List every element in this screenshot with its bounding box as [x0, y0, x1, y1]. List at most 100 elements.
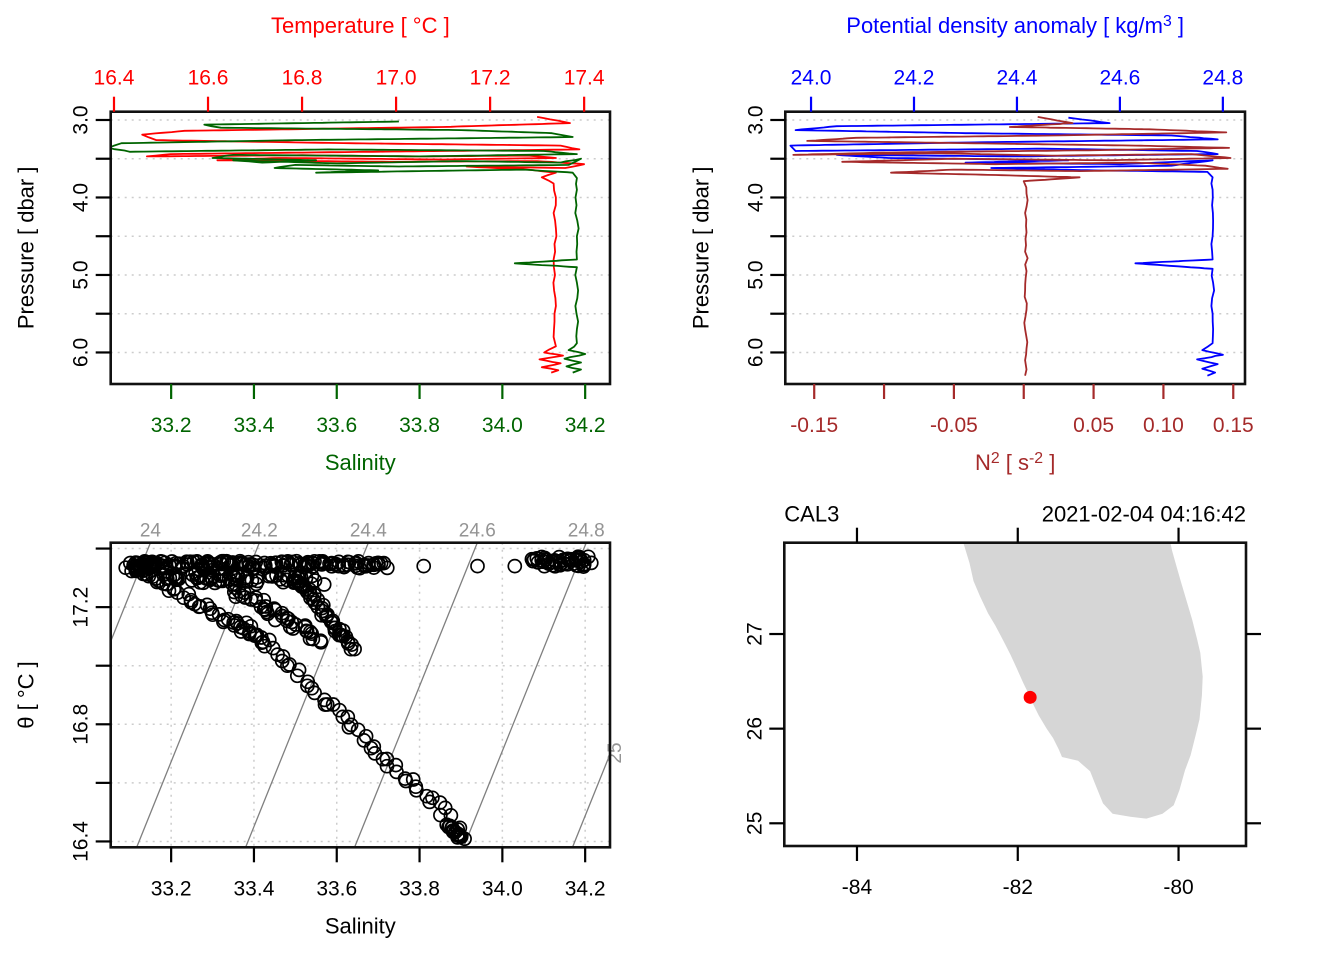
bottom-axis-tick-label: 33.4 — [234, 877, 275, 900]
isopycnal-24.6 — [353, 542, 478, 848]
bottom-axis-tick-label: -0.05 — [930, 414, 978, 437]
bottom-axis-tick-label: 33.8 — [399, 877, 440, 900]
ts-point — [340, 709, 356, 725]
ts-point — [303, 590, 318, 606]
plot-box — [782, 541, 1248, 848]
ts-point — [272, 571, 288, 587]
map-title-station: CAL3 — [784, 502, 839, 527]
ts-point — [228, 589, 244, 605]
left-axis-tick-label: 4.0 — [70, 183, 93, 212]
top-axis-tick-label: 16.6 — [188, 67, 229, 90]
ts-point — [234, 588, 250, 604]
left-axis-tick-label: 6.0 — [70, 338, 93, 367]
ts-point — [375, 751, 391, 767]
bottom-axis-tick-label: 0.05 — [1073, 414, 1114, 437]
ts-point — [215, 573, 230, 589]
plot-box — [109, 541, 612, 849]
bottom-axis-tick-label: 33.8 — [399, 414, 440, 437]
ts-point — [341, 719, 357, 735]
salinity-curve — [110, 120, 587, 374]
bottom-axis-tick-label: -84 — [842, 876, 873, 899]
ts-point — [239, 615, 254, 631]
isopycnal-24.4 — [245, 542, 369, 848]
left-axis-tick-label: 26 — [743, 717, 766, 740]
ts-point — [319, 697, 335, 712]
ts-point — [453, 828, 469, 844]
left-axis-tick-label: 16.8 — [70, 704, 93, 745]
ts-point — [376, 555, 392, 571]
ts-point — [167, 581, 182, 596]
isopycnal-label: 24.4 — [350, 521, 387, 542]
ts-point — [304, 568, 320, 584]
ts-point — [422, 794, 437, 810]
n-squared-curve — [792, 116, 1232, 376]
bottom-axis-title: N2 [ s-2 ] — [975, 450, 1055, 475]
top-axis-tick-label: 24.0 — [791, 67, 832, 90]
top-axis-title: Temperature [ °C ] — [271, 13, 450, 38]
ts-point — [148, 555, 163, 571]
bottom-axis-tick-label: 0.15 — [1213, 414, 1254, 437]
ts-point — [405, 772, 421, 787]
left-axis-tick-label: 5.0 — [744, 260, 767, 289]
ts-point — [305, 631, 321, 647]
bottom-axis-title: Salinity — [325, 450, 396, 475]
top-axis-title: Potential density anomaly [ kg/m3 ] — [846, 13, 1184, 38]
isopycnal-24.8 — [462, 542, 587, 848]
land-polygon — [963, 542, 1203, 819]
bottom-axis-tick-label: 34.0 — [482, 414, 523, 437]
panel-ts-diagram: 24 24.2 24.4 24.6 24.8 25 33.2 33.4 33.6 33.8 34.0… — [14, 521, 626, 939]
top-axis-tick-label: 16.4 — [94, 67, 135, 90]
top-axis-tick-label: 24.2 — [894, 67, 935, 90]
y-axis-title: θ [ °C ] — [14, 661, 39, 728]
plot-box — [783, 110, 1247, 386]
top-axis-tick-label: 24.4 — [997, 67, 1038, 90]
top-axis-tick-label: 24.8 — [1202, 67, 1243, 90]
ts-point — [205, 607, 221, 623]
top-axis-tick-label: 16.8 — [282, 67, 323, 90]
ts-point — [366, 739, 382, 754]
ts-point — [242, 625, 257, 641]
ts-point — [343, 641, 359, 657]
ts-point — [388, 757, 404, 773]
bottom-axis-tick-label: 34.0 — [482, 877, 523, 900]
ts-point — [570, 549, 586, 565]
top-axis-tick-label: 17.2 — [470, 67, 511, 90]
bottom-axis-tick-label: 33.2 — [151, 877, 192, 900]
ts-point — [470, 558, 485, 574]
left-axis-tick-label: 25 — [743, 812, 766, 835]
ts-point — [307, 685, 322, 701]
ts-point — [249, 570, 265, 585]
left-axis-tick-label: 6.0 — [744, 338, 767, 367]
ts-point — [560, 556, 575, 572]
top-axis-tick-label: 17.0 — [376, 67, 417, 90]
potential-density-anomaly-curve — [789, 116, 1224, 377]
ts-point — [356, 733, 372, 748]
isopycnal-label-right: 25 — [605, 742, 626, 763]
ts-point — [302, 582, 317, 597]
isopycnal-25 — [571, 752, 610, 848]
bottom-axis-tick-label: -80 — [1163, 876, 1193, 899]
plot-box — [109, 110, 612, 386]
bottom-axis-tick-label: 33.4 — [234, 414, 275, 437]
ts-point — [317, 555, 332, 571]
bottom-axis-tick-label: 0.10 — [1143, 414, 1184, 437]
ts-point — [171, 556, 187, 572]
ts-point — [379, 560, 395, 576]
ts-scatter-points — [118, 549, 599, 847]
y-axis-title: Pressure [ dbar ] — [14, 167, 39, 330]
x-axis-title: Salinity — [325, 913, 396, 938]
bottom-axis-tick-label: 33.6 — [316, 877, 357, 900]
left-axis-tick-label: 27 — [743, 622, 766, 645]
isopycnal-label: 24.6 — [459, 521, 496, 542]
ts-point — [266, 601, 282, 616]
bottom-axis-tick-label: -0.15 — [790, 414, 838, 437]
isopycnal-24 — [110, 542, 152, 644]
top-axis-tick-label: 17.4 — [564, 67, 605, 90]
isopycnal-label: 24.8 — [568, 521, 605, 542]
bottom-axis-tick-label: 34.2 — [565, 877, 606, 900]
bottom-axis-tick-label: 34.2 — [565, 414, 606, 437]
left-axis-tick-label: 17.2 — [70, 587, 93, 628]
ts-point — [258, 599, 274, 614]
